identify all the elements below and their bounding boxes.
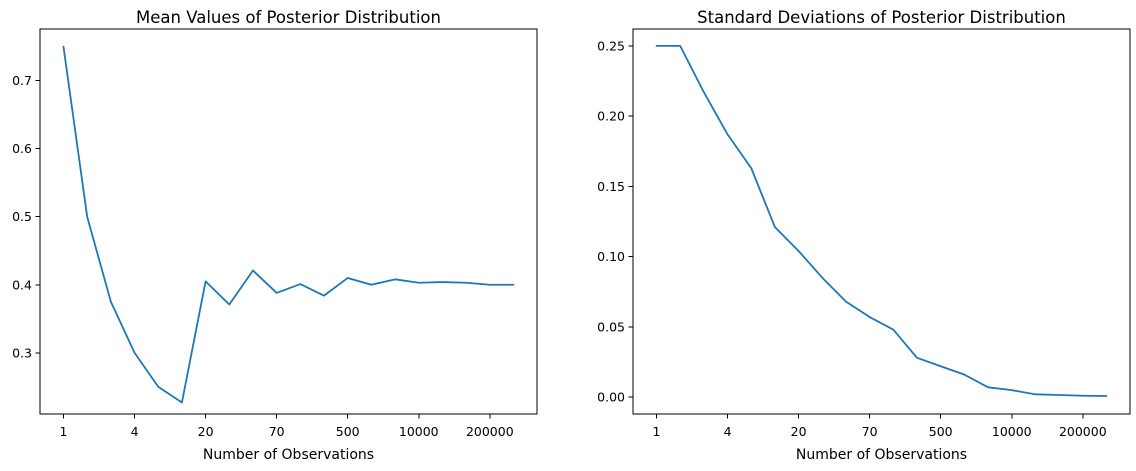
x-tick-label: 500 (929, 424, 953, 439)
chart-title: Standard Deviations of Posterior Distrib… (697, 8, 1066, 27)
y-tick-label: 0.20 (597, 109, 625, 124)
x-tick-label: 200000 (466, 424, 514, 439)
x-tick-label: 1 (653, 424, 661, 439)
x-axis-label: Number of Observations (796, 447, 967, 463)
x-tick-label: 10000 (399, 424, 439, 439)
y-tick-label: 0.00 (597, 390, 625, 405)
chart-title: Mean Values of Posterior Distribution (136, 8, 441, 27)
y-tick-label: 0.6 (12, 141, 32, 156)
mean-values-chart: Mean Values of Posterior Distribution 1 4… (12, 8, 538, 463)
y-tick-label: 0.7 (12, 73, 32, 88)
x-tick-label: 20 (198, 424, 214, 439)
x-axis-label: Number of Observations (203, 447, 374, 463)
x-tick-label: 4 (131, 424, 139, 439)
plot-frame (632, 28, 1131, 415)
y-tick-label: 0.25 (597, 38, 625, 53)
x-tick-label: 70 (269, 424, 285, 439)
x-tick-label: 20 (791, 424, 807, 439)
x-tick-label: 70 (862, 424, 878, 439)
y-tick-label: 0.15 (597, 179, 625, 194)
y-tick-label: 0.4 (12, 277, 32, 292)
plot-frame (39, 28, 538, 415)
y-tick-label: 0.10 (597, 249, 625, 264)
y-tick-label: 0.05 (597, 319, 625, 334)
y-tick-label: 0.5 (12, 209, 32, 224)
x-tick-label: 1 (60, 424, 68, 439)
series-line (655, 44, 1108, 397)
series-line (62, 45, 515, 404)
std-deviations-chart: Standard Deviations of Posterior Distrib… (597, 8, 1131, 463)
x-tick-label: 500 (336, 424, 360, 439)
x-tick-label: 200000 (1059, 424, 1107, 439)
x-tick-label: 10000 (992, 424, 1032, 439)
x-tick-label: 4 (724, 424, 732, 439)
tick-group: 1 4 20 70 500 10000 200000 0.3 0.4 0.5 0.6 0.7 (12, 73, 514, 439)
tick-group: 1 4 20 70 500 10000 200000 0.00 0.05 0.10 0.15 0.20… (597, 38, 1107, 439)
y-tick-label: 0.3 (12, 345, 32, 360)
